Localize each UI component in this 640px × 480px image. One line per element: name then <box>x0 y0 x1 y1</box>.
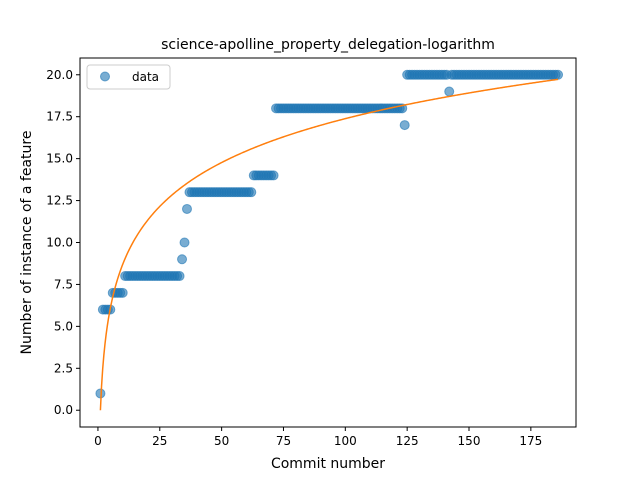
x-tick-label: 150 <box>458 434 481 448</box>
y-tick-label: 12.5 <box>46 194 73 208</box>
data-point <box>246 187 257 198</box>
data-point <box>399 120 410 131</box>
x-tick-label: 75 <box>276 434 291 448</box>
x-tick-label: 125 <box>396 434 419 448</box>
y-tick-label: 17.5 <box>46 110 73 124</box>
x-tick-label: 25 <box>152 434 167 448</box>
y-tick-label: 5.0 <box>54 319 73 333</box>
y-tick-label: 2.5 <box>54 361 73 375</box>
fit-line <box>99 78 559 411</box>
data-point <box>444 86 455 97</box>
x-axis-label: Commit number <box>271 456 385 472</box>
data-point <box>553 69 564 80</box>
y-tick-label: 0.0 <box>54 403 73 417</box>
legend-label-data: data <box>132 70 159 84</box>
legend-marker-data <box>100 71 110 82</box>
chart-title: science-apolline_property_delegation-log… <box>161 37 495 53</box>
data-point <box>268 170 279 181</box>
y-tick-label: 10.0 <box>46 236 73 250</box>
data-point <box>181 203 192 214</box>
y-axis: 0.0 2.5 5.0 7.5 10.0 12.5 15.0 17.5 20.0 <box>46 68 80 417</box>
y-axis-label: Number of instance of a feature <box>19 131 35 355</box>
y-tick-label: 7.5 <box>54 277 73 291</box>
legend-box <box>86 64 171 90</box>
data-point <box>117 287 128 298</box>
x-tick-label: 175 <box>519 434 542 448</box>
x-axis: 0 25 50 75 100 125 150 175 <box>94 427 542 448</box>
y-tick-label: 15.0 <box>46 152 73 166</box>
x-tick-label: 50 <box>214 434 229 448</box>
plot-area <box>95 69 564 411</box>
legend: data <box>86 64 171 90</box>
data-point <box>177 254 188 265</box>
x-tick-label: 100 <box>334 434 357 448</box>
data-point <box>174 271 185 282</box>
data-point <box>179 237 190 248</box>
y-tick-label: 20.0 <box>46 68 73 82</box>
x-tick-label: 0 <box>94 434 102 448</box>
